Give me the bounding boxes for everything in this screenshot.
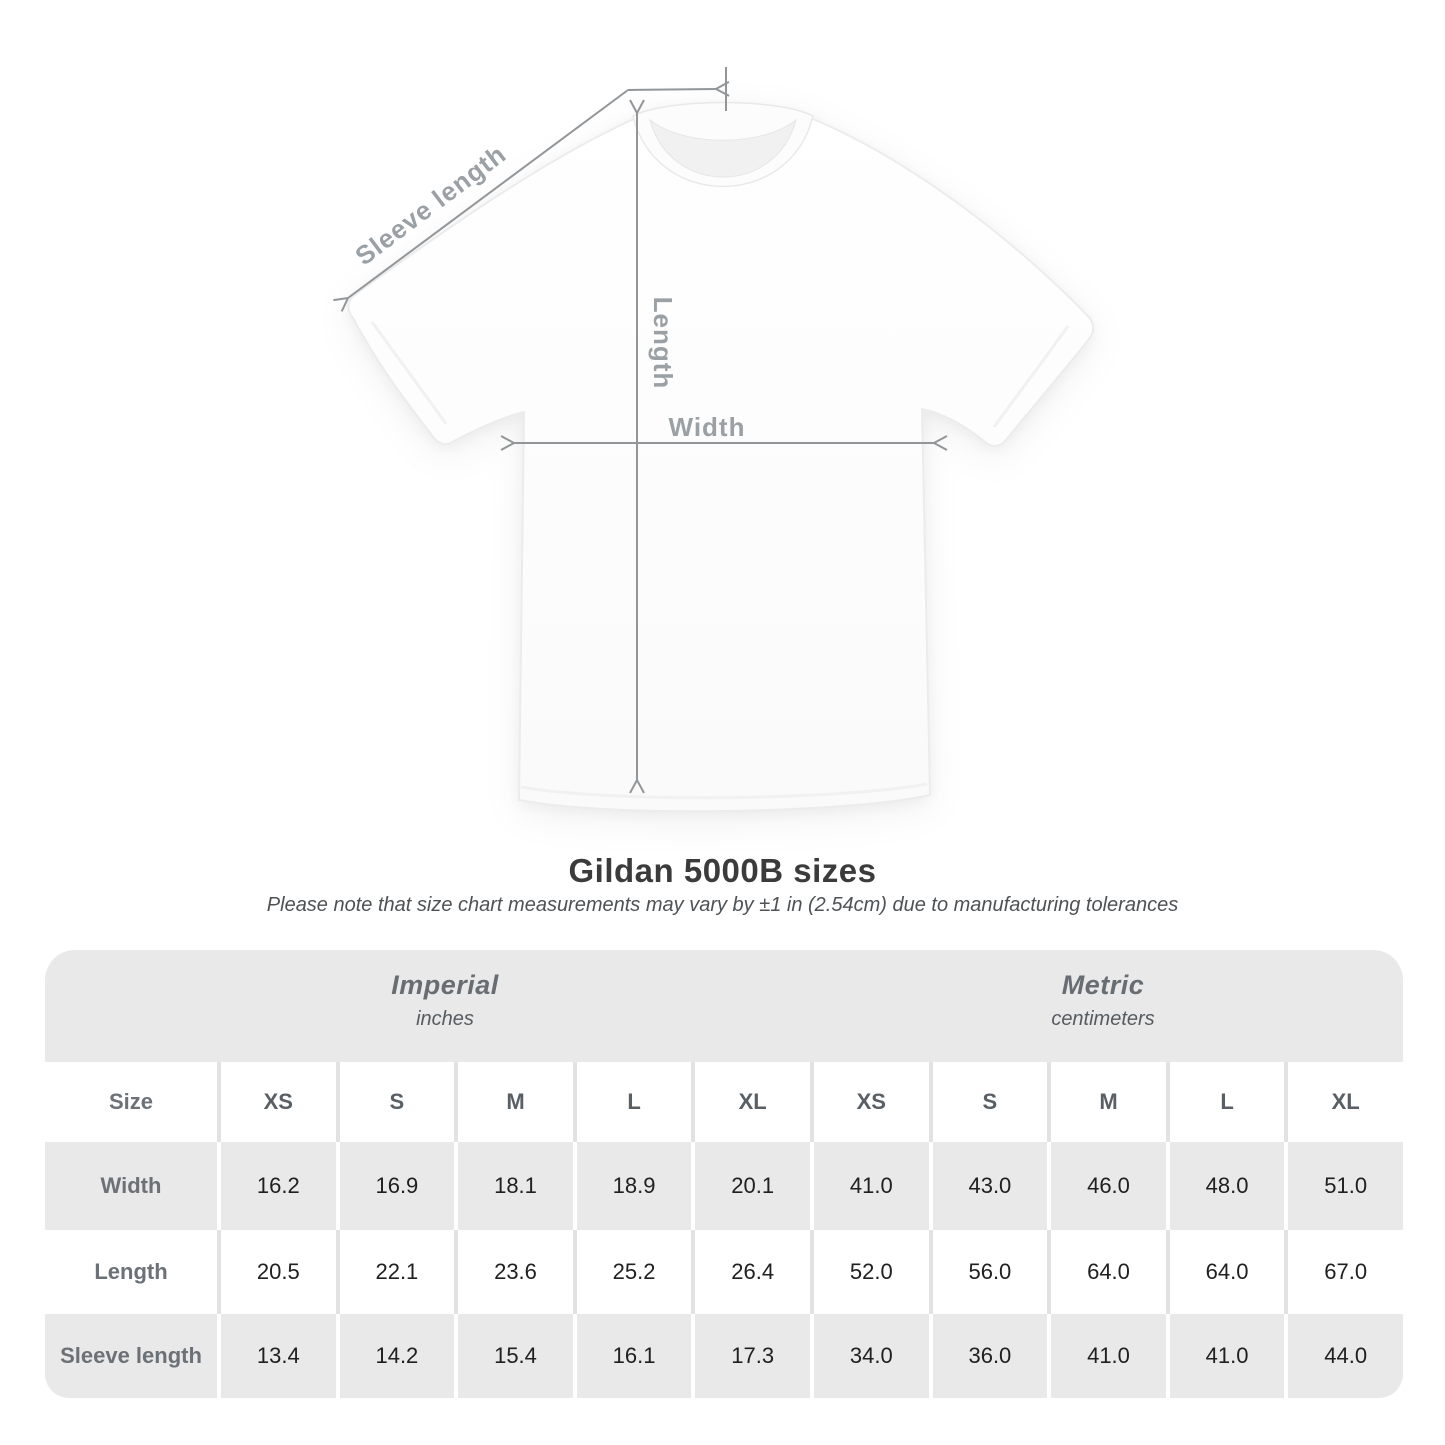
sleeve-length-value: 17.3: [695, 1314, 810, 1398]
imperial-unit-header: Imperial inches: [391, 970, 499, 1031]
row-label-length: Length: [45, 1230, 217, 1314]
collar-opening: [649, 118, 797, 178]
imperial-label: Imperial: [391, 970, 499, 1000]
width-value: 48.0: [1169, 1142, 1285, 1230]
size-header-row: Size XS S M L XL XS S M L XL: [45, 1062, 1403, 1142]
tshirt-image: [347, 101, 1094, 813]
size-col-imperial-l: L: [576, 1062, 692, 1142]
width-value: 20.1: [695, 1142, 810, 1230]
width-value: 41.0: [813, 1142, 929, 1230]
metric-unit-header: Metric centimeters: [1051, 970, 1154, 1031]
row-label-width: Width: [45, 1142, 217, 1230]
length-value: 64.0: [1051, 1230, 1166, 1314]
width-value: 16.2: [221, 1142, 336, 1230]
length-value: 25.2: [576, 1230, 692, 1314]
length-value: 22.1: [339, 1230, 455, 1314]
length-label: Length: [648, 297, 678, 390]
table-row-sleeve-length: Sleeve length 13.4 14.2 15.4 16.1 17.3 3…: [45, 1314, 1403, 1398]
width-value: 51.0: [1288, 1142, 1403, 1230]
tshirt-size-diagram: Sleeve length Length Width: [0, 67, 1094, 813]
unit-header-band: Imperial inches Metric centimeters: [45, 950, 1403, 1062]
metric-sublabel: centimeters: [1051, 1008, 1155, 1030]
table-row-width: Width 16.2 16.9 18.1 18.9 20.1 41.0 43.0…: [45, 1142, 1403, 1230]
width-label: Width: [669, 412, 746, 442]
length-value: 56.0: [932, 1230, 1048, 1314]
size-col-imperial-xl: XL: [695, 1062, 810, 1142]
length-value: 52.0: [813, 1230, 929, 1314]
width-value: 18.1: [458, 1142, 573, 1230]
sleeve-length-value: 41.0: [1051, 1314, 1166, 1398]
size-col-metric-s: S: [932, 1062, 1048, 1142]
width-value: 16.9: [339, 1142, 455, 1230]
size-col-imperial-s: S: [339, 1062, 455, 1142]
length-value: 67.0: [1288, 1230, 1403, 1314]
size-col-metric-m: M: [1051, 1062, 1166, 1142]
imperial-sublabel: inches: [416, 1008, 474, 1030]
sleeve-length-value: 36.0: [932, 1314, 1048, 1398]
page-title: Gildan 5000B sizes: [568, 852, 877, 889]
sleeve-length-value: 13.4: [221, 1314, 336, 1398]
width-value: 43.0: [932, 1142, 1048, 1230]
size-col-metric-l: L: [1169, 1062, 1285, 1142]
sleeve-length-value: 16.1: [576, 1314, 692, 1398]
size-col-metric-xl: XL: [1288, 1062, 1403, 1142]
sleeve-length-value: 14.2: [339, 1314, 455, 1398]
width-value: 46.0: [1051, 1142, 1166, 1230]
sleeve-length-value: 15.4: [458, 1314, 573, 1398]
sleeve-length-value: 34.0: [813, 1314, 929, 1398]
sleeve-length-value: 44.0: [1288, 1314, 1403, 1398]
row-label-sleeve-length: Sleeve length: [45, 1314, 217, 1398]
length-value: 23.6: [458, 1230, 573, 1314]
size-col-imperial-xs: XS: [221, 1062, 336, 1142]
size-table: Imperial inches Metric centimeters Size …: [45, 950, 1403, 1398]
width-value: 18.9: [576, 1142, 692, 1230]
size-header-label: Size: [45, 1062, 217, 1142]
size-col-imperial-m: M: [458, 1062, 573, 1142]
length-value: 20.5: [221, 1230, 336, 1314]
tolerance-note: Please note that size chart measurements…: [266, 894, 1179, 916]
length-value: 26.4: [695, 1230, 810, 1314]
sleeve-length-value: 41.0: [1169, 1314, 1285, 1398]
metric-label: Metric: [1061, 970, 1145, 1000]
size-col-metric-xs: XS: [813, 1062, 929, 1142]
sleeve-length-arrow: [348, 67, 726, 298]
length-value: 64.0: [1169, 1230, 1285, 1314]
table-row-length: Length 20.5 22.1 23.6 25.2 26.4 52.0 56.…: [45, 1230, 1403, 1314]
